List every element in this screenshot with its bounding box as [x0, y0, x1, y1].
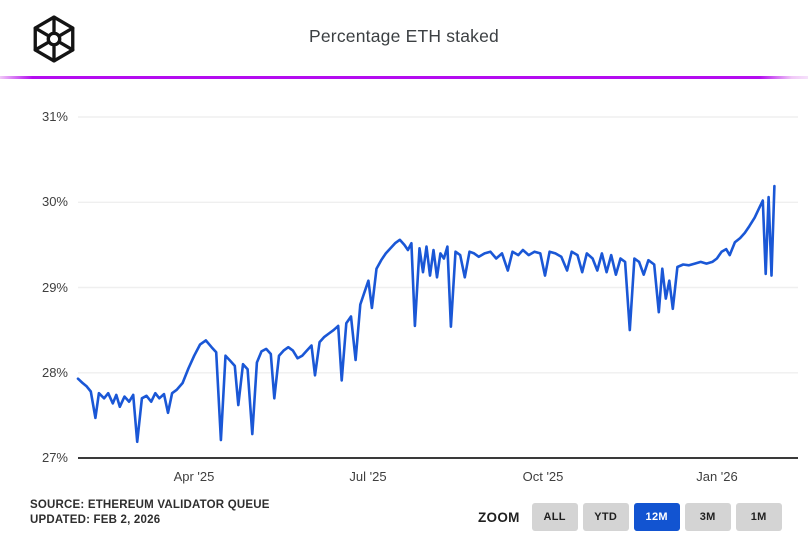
x-axis-tick: Oct '25 — [522, 469, 564, 484]
zoom-button-3m[interactable]: 3M — [684, 503, 731, 531]
updated-line: UPDATED: FEB 2, 2026 — [30, 514, 161, 526]
zoom-button-1m[interactable]: 1M — [735, 503, 782, 531]
zoom-label: ZOOM — [478, 509, 520, 525]
accent-divider — [0, 76, 808, 79]
source-line: SOURCE: ETHEREUM VALIDATOR QUEUE — [30, 499, 270, 511]
y-axis-tick: 29% — [41, 280, 68, 295]
y-axis-tick: 28% — [41, 365, 68, 380]
cube-logo-icon — [33, 15, 75, 63]
y-axis-tick: 30% — [41, 194, 68, 209]
zoom-button-12m[interactable]: 12M — [633, 503, 680, 531]
x-axis-tick: Apr '25 — [173, 469, 215, 484]
source-attribution: SOURCE: ETHEREUM VALIDATOR QUEUE UPDATED… — [30, 498, 270, 528]
zoom-button-ytd[interactable]: YTD — [582, 503, 629, 531]
y-axis-tick: 31% — [41, 109, 68, 124]
header: Percentage ETH staked — [0, 0, 808, 76]
x-axis-tick: Jan '26 — [696, 469, 738, 484]
zoom-button-all[interactable]: ALL — [531, 503, 578, 531]
y-axis-tick: 27% — [41, 450, 68, 465]
chart-title: Percentage ETH staked — [309, 25, 499, 46]
zoom-range-control: ZOOM ALL YTD 12M 3M 1M — [478, 503, 782, 531]
x-axis-tick: Jul '25 — [349, 469, 387, 484]
